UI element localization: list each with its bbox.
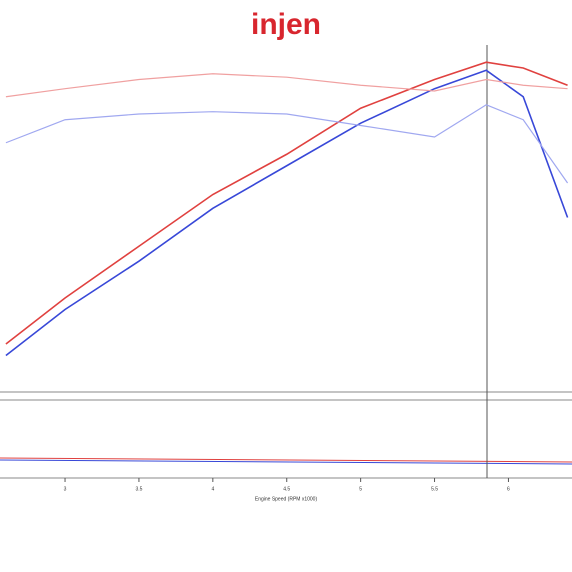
- x-tick-label: 4: [211, 486, 214, 492]
- x-tick-label: 3.5: [135, 486, 142, 492]
- lower-trace: [0, 457, 572, 463]
- series-line: [5, 69, 569, 357]
- x-tick-label: 5.5: [431, 486, 438, 492]
- logo: injen: [251, 8, 321, 41]
- series-line: [5, 73, 568, 98]
- lower-trace: [0, 459, 572, 465]
- x-tick-label: 3: [64, 486, 67, 492]
- x-axis-title: Engine Speed (RPM x1000): [255, 496, 318, 502]
- series-line: [5, 61, 568, 345]
- x-tick-label: 5: [359, 486, 362, 492]
- x-tick-label: 6: [507, 486, 510, 492]
- series-line: [5, 104, 569, 184]
- x-tick-label: 4.5: [283, 486, 290, 492]
